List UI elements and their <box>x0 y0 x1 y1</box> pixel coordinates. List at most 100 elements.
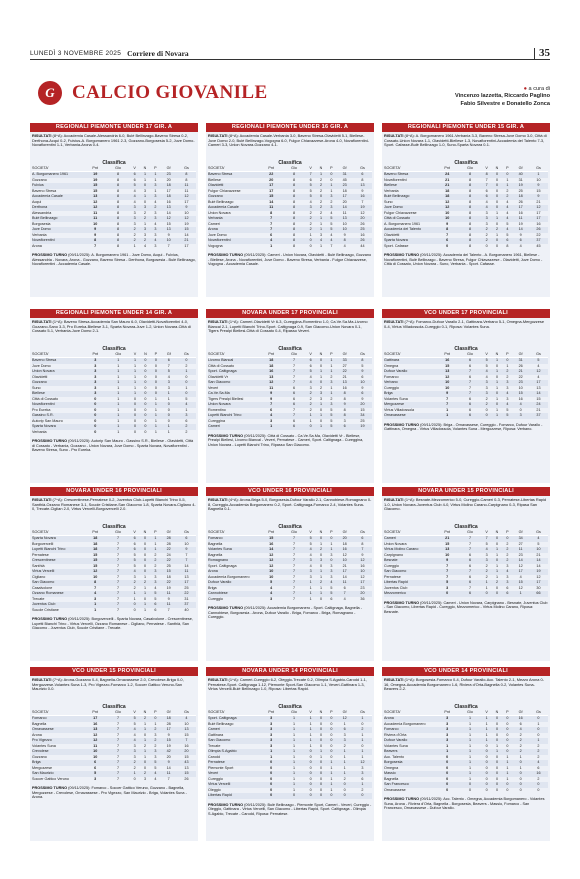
table-cell: 2 <box>309 407 312 412</box>
table-cell: 0 <box>491 402 503 408</box>
table-cell: 0 <box>485 743 488 748</box>
table-cell: 0 <box>319 418 322 423</box>
table-cell: 10 <box>93 221 98 226</box>
column-header: N <box>315 166 327 172</box>
table-cell: 7 <box>361 199 364 204</box>
table-cell: 6 <box>485 188 488 193</box>
table-cell: 7 <box>116 596 120 601</box>
table-cell: 1 <box>150 424 161 430</box>
table-cell: 1 <box>143 585 146 590</box>
table-cell: 14 <box>269 199 274 204</box>
results-text: RISULTATI (1^A): Borgosesia-Fomarco 0-4,… <box>384 677 544 692</box>
table-row: Trecate 3 7 1 0 5 9 31 <box>32 597 196 603</box>
table-cell: 14 <box>512 227 529 233</box>
table-cell: Pernatese <box>384 574 401 579</box>
table-cell: 5 <box>84 771 107 777</box>
table-cell: 16 <box>342 385 347 390</box>
table-cell: 1 <box>502 771 513 777</box>
table-cell: 11 <box>160 602 177 608</box>
table-cell: 0 <box>361 721 364 726</box>
column-header: V <box>129 530 140 536</box>
table-cell: 7 <box>167 607 170 612</box>
table-cell: Verbania <box>208 216 260 222</box>
table-cell: 6 <box>343 585 346 590</box>
table-cell: 1 <box>154 396 157 401</box>
table-cell: 3 <box>154 243 157 248</box>
table-cell: 5 <box>133 552 136 557</box>
table-header-row: SOCIETA' Pnt Gio V N P Gf Gs <box>384 166 548 172</box>
table-cell: 26 <box>352 238 372 244</box>
table-cell: 0 <box>154 363 157 368</box>
table-cell: 1 <box>129 357 140 364</box>
table-cell: 7 <box>116 585 120 590</box>
table-cell: Borgosesia <box>32 221 51 226</box>
table-cell: Sport. Caltignaga <box>208 369 260 375</box>
table-cell: 2 <box>154 563 157 568</box>
table-cell: 1 <box>315 216 327 222</box>
table-cell: 7 <box>282 535 306 542</box>
table-cell: 2 <box>150 558 161 564</box>
table-row: Sport. Caltignaga 3 1 1 0 0 12 1 <box>208 715 372 722</box>
table-row: Sport. Caltignaga 16 7 5 1 1 22 9 <box>208 369 372 375</box>
table-cell: 1 <box>139 749 151 755</box>
table-cell: 1 <box>491 380 503 386</box>
table-cell: 12 <box>528 369 548 375</box>
table-row: Carpignano 10 6 3 1 2 23 21 <box>384 553 548 559</box>
table-row: Omegna 15 6 5 0 1 26 4 <box>384 364 548 370</box>
table-cell: 0 <box>94 407 97 412</box>
table-row: Piemonte Sport 0 1 0 0 1 1 3 <box>208 766 372 772</box>
table-cell: 3 <box>330 552 333 557</box>
table-cell: 1 <box>106 413 130 419</box>
table-row: Borgosesia 10 8 3 1 4 15 19 <box>32 222 196 228</box>
table-cell: 5 <box>506 407 509 412</box>
table-cell: 15 <box>512 580 529 586</box>
column-header: Gs <box>176 166 196 172</box>
table-cell: 7 <box>116 541 120 546</box>
table-cell: 7 <box>282 580 306 586</box>
table-cell: 3 <box>352 771 372 777</box>
table-cell: 0 <box>133 407 136 412</box>
table-cell: 0 <box>139 391 151 397</box>
table-cell: 7 <box>167 243 170 248</box>
results-text: RISULTATI (8^A): Accademia Casale-Alessa… <box>32 133 195 148</box>
table-row: Romentino 6 7 2 0 5 8 15 <box>208 408 372 414</box>
table-cell: 1 <box>361 754 364 759</box>
table-cell: 1 <box>309 596 312 601</box>
table-cell: 3 <box>150 227 161 233</box>
table-cell: Verbania <box>32 429 47 434</box>
table-cell: Novaflorentini <box>208 238 260 244</box>
table-cell: 3 <box>84 357 107 364</box>
table-cell: Veveri <box>208 771 260 777</box>
table-cell: 6 <box>506 585 509 590</box>
table-row: Gozzano 3 1 1 0 0 3 0 <box>32 380 196 386</box>
table-cell: 6 <box>468 407 472 412</box>
table-cell: 10 <box>160 238 177 244</box>
table-cell: 12 <box>269 552 274 557</box>
table-cell: 4 <box>309 552 312 557</box>
table-cell: 1 <box>176 369 196 375</box>
table-cell: 15 <box>445 541 450 546</box>
table-cell: 2 <box>506 541 509 546</box>
table-cell: 6 <box>468 396 472 401</box>
table-row: Union Novara 15 7 5 0 2 27 5 <box>384 542 548 548</box>
table-cell: 7 <box>292 574 296 579</box>
table-cell: 0 <box>143 563 146 568</box>
table-cell: 8 <box>106 238 130 244</box>
table-cell: 18 <box>512 194 529 200</box>
table-cell: 0 <box>491 738 503 744</box>
table-cell: 1 <box>495 385 498 390</box>
column-header: P <box>150 530 161 536</box>
table-cell: 3 <box>502 380 513 386</box>
table-cell: 8 <box>336 413 353 419</box>
credits-authors-1: Vincenzo Iazzetta, Riccardo Paglino <box>454 93 550 100</box>
table-cell: 3 <box>319 396 322 401</box>
table-cell: 7 <box>458 569 482 575</box>
table-row: Baveno Stresa 3 1 1 0 0 6 0 <box>32 357 196 364</box>
table-cell: 21 <box>436 183 459 189</box>
table-cell: 3 <box>167 385 170 390</box>
table-cell: 0 <box>519 787 522 792</box>
table-cell: 21 <box>536 199 541 204</box>
table-cell: 19 <box>528 569 548 575</box>
table-cell: 0 <box>485 776 488 781</box>
table-cell: Juve Domo <box>384 205 436 211</box>
